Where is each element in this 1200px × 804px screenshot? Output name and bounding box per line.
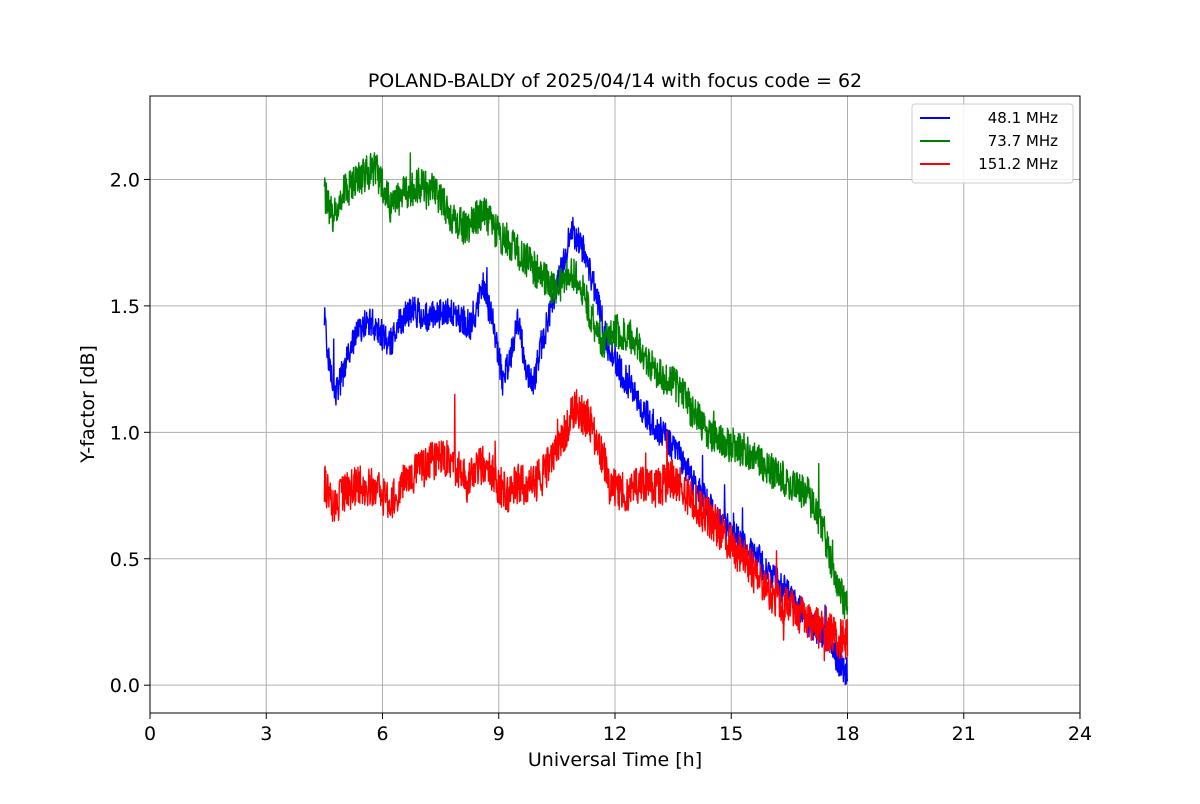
legend: 48.1 MHz 73.7 MHz 151.2 MHz — [911, 103, 1074, 184]
y-tick-label: 0.0 — [110, 675, 140, 697]
chart-title: POLAND-BALDY of 2025/04/14 with focus co… — [368, 70, 862, 92]
ticks: 0 3 6 9 12 15 18 21 24 0.0 0.5 1.0 1.5 2.0 — [110, 169, 1092, 745]
x-tick-label: 6 — [376, 723, 388, 745]
legend-label: 73.7 MHz — [988, 132, 1058, 150]
series-line — [323, 152, 849, 620]
legend-label: 151.2 MHz — [978, 155, 1058, 173]
x-tick-label: 9 — [493, 723, 505, 745]
x-tick-label: 18 — [835, 723, 859, 745]
x-tick-label: 12 — [603, 723, 627, 745]
x-tick-label: 21 — [952, 723, 976, 745]
series-line — [323, 216, 849, 686]
legend-label: 48.1 MHz — [988, 109, 1058, 127]
y-tick-label: 1.0 — [110, 422, 140, 444]
legend-box — [911, 103, 1074, 184]
x-tick-label: 15 — [719, 723, 743, 745]
series-layer — [323, 152, 849, 686]
x-tick-label: 24 — [1068, 723, 1092, 745]
y-axis-title: Y-factor [dB] — [77, 345, 99, 464]
y-tick-label: 2.0 — [110, 169, 140, 191]
x-tick-label: 3 — [260, 723, 272, 745]
x-axis-title: Universal Time [h] — [528, 749, 702, 771]
series-line — [323, 389, 849, 662]
x-tick-label: 0 — [144, 723, 156, 745]
grid — [149, 96, 1081, 713]
y-tick-label: 0.5 — [110, 549, 140, 571]
y-tick-label: 1.5 — [110, 296, 140, 318]
